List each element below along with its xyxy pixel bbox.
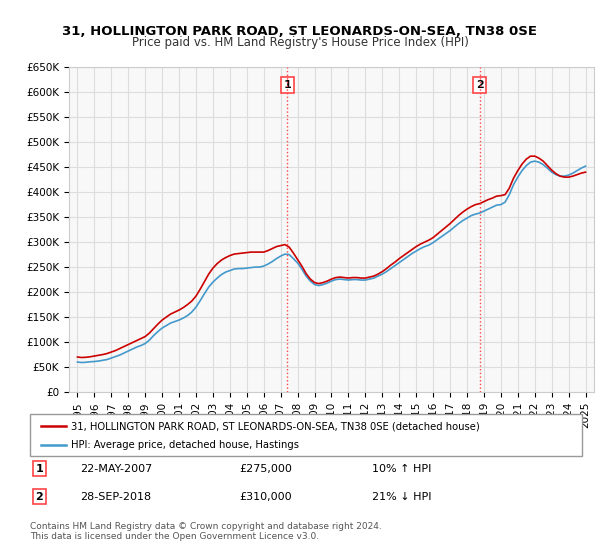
Text: 1: 1 [283, 80, 291, 90]
Text: 2: 2 [476, 80, 484, 90]
Text: 22-MAY-2007: 22-MAY-2007 [80, 464, 152, 474]
FancyBboxPatch shape [30, 414, 582, 456]
Text: £275,000: £275,000 [240, 464, 293, 474]
Text: 31, HOLLINGTON PARK ROAD, ST LEONARDS-ON-SEA, TN38 0SE (detached house): 31, HOLLINGTON PARK ROAD, ST LEONARDS-ON… [71, 421, 480, 431]
Text: £310,000: £310,000 [240, 492, 292, 502]
Text: 10% ↑ HPI: 10% ↑ HPI [372, 464, 431, 474]
Text: 28-SEP-2018: 28-SEP-2018 [80, 492, 151, 502]
Text: Price paid vs. HM Land Registry's House Price Index (HPI): Price paid vs. HM Land Registry's House … [131, 36, 469, 49]
Text: 1: 1 [35, 464, 43, 474]
Text: 31, HOLLINGTON PARK ROAD, ST LEONARDS-ON-SEA, TN38 0SE: 31, HOLLINGTON PARK ROAD, ST LEONARDS-ON… [62, 25, 538, 38]
Text: 2: 2 [35, 492, 43, 502]
Text: HPI: Average price, detached house, Hastings: HPI: Average price, detached house, Hast… [71, 440, 299, 450]
Text: 21% ↓ HPI: 21% ↓ HPI [372, 492, 432, 502]
Text: Contains HM Land Registry data © Crown copyright and database right 2024.
This d: Contains HM Land Registry data © Crown c… [30, 522, 382, 542]
